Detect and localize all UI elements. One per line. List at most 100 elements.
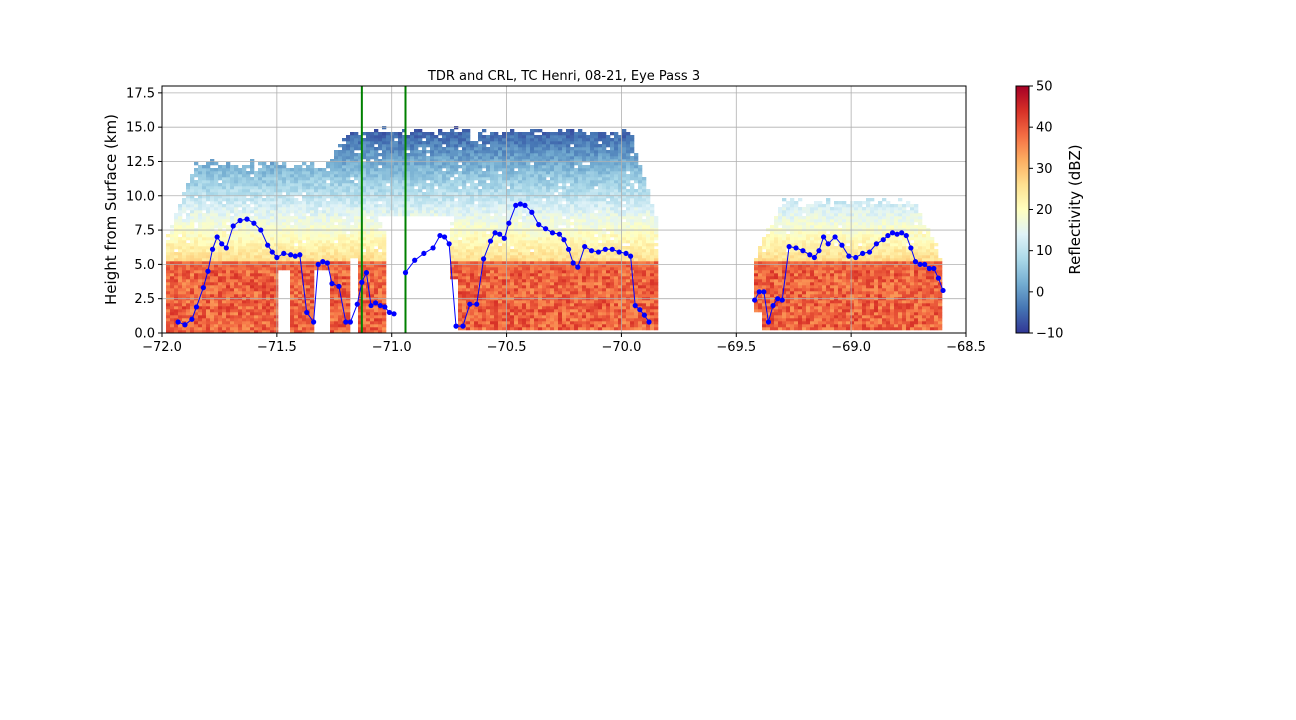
reflectivity-cell	[258, 216, 263, 220]
reflectivity-cell	[526, 267, 531, 271]
reflectivity-cell	[350, 174, 355, 178]
reflectivity-cell	[526, 135, 531, 139]
reflectivity-cell	[330, 183, 335, 187]
reflectivity-cell	[378, 255, 383, 259]
reflectivity-cell	[402, 156, 407, 160]
reflectivity-cell	[502, 291, 507, 295]
reflectivity-cell	[518, 231, 523, 235]
reflectivity-cell	[494, 315, 499, 319]
reflectivity-cell	[510, 174, 515, 178]
reflectivity-cell	[302, 255, 307, 259]
reflectivity-cell	[238, 282, 243, 286]
reflectivity-cell	[194, 174, 199, 178]
reflectivity-cell	[550, 261, 555, 265]
reflectivity-cell	[310, 204, 315, 208]
reflectivity-cell	[206, 243, 211, 247]
reflectivity-cell	[354, 228, 359, 232]
reflectivity-cell	[246, 303, 251, 307]
reflectivity-cell	[394, 150, 399, 154]
reflectivity-cell	[194, 327, 199, 331]
reflectivity-cell	[334, 252, 339, 256]
reflectivity-cell	[182, 219, 187, 223]
reflectivity-cell	[506, 198, 511, 202]
reflectivity-cell	[506, 231, 511, 235]
reflectivity-cell	[250, 237, 255, 241]
reflectivity-cell	[366, 312, 371, 316]
reflectivity-cell	[354, 162, 359, 166]
reflectivity-cell	[234, 177, 239, 181]
reflectivity-cell	[506, 180, 511, 184]
reflectivity-cell	[410, 156, 415, 160]
reflectivity-cell	[370, 318, 375, 322]
reflectivity-cell	[474, 231, 479, 235]
reflectivity-cell	[538, 141, 543, 145]
reflectivity-cell	[370, 168, 375, 172]
reflectivity-cell	[354, 237, 359, 241]
reflectivity-cell	[338, 210, 343, 214]
reflectivity-cell	[182, 252, 187, 256]
reflectivity-cell	[258, 183, 263, 187]
reflectivity-cell	[186, 324, 191, 328]
reflectivity-cell	[194, 261, 199, 265]
reflectivity-cell	[366, 150, 371, 154]
reflectivity-cell	[350, 168, 355, 172]
reflectivity-cell	[242, 231, 247, 235]
reflectivity-cell	[302, 231, 307, 235]
reflectivity-cell	[378, 285, 383, 289]
reflectivity-cell	[262, 198, 267, 202]
reflectivity-cell	[330, 243, 335, 247]
reflectivity-cell	[358, 171, 363, 175]
reflectivity-cell	[202, 309, 207, 313]
reflectivity-cell	[190, 222, 195, 226]
reflectivity-cell	[390, 159, 395, 163]
reflectivity-cell	[462, 192, 467, 196]
reflectivity-cell	[518, 303, 523, 307]
reflectivity-cell	[478, 183, 483, 187]
reflectivity-cell	[230, 243, 235, 247]
reflectivity-cell	[514, 264, 519, 268]
reflectivity-cell	[454, 159, 459, 163]
reflectivity-cell	[266, 210, 271, 214]
reflectivity-cell	[510, 261, 515, 265]
reflectivity-cell	[234, 237, 239, 241]
reflectivity-cell	[202, 240, 207, 244]
reflectivity-cell	[546, 258, 551, 262]
reflectivity-cell	[366, 252, 371, 256]
reflectivity-cell	[374, 147, 379, 151]
reflectivity-cell	[242, 270, 247, 274]
reflectivity-cell	[406, 204, 411, 208]
reflectivity-cell	[502, 324, 507, 328]
reflectivity-cell	[254, 249, 259, 253]
reflectivity-cell	[458, 276, 463, 280]
reflectivity-cell	[538, 198, 543, 202]
reflectivity-cell	[366, 234, 371, 238]
reflectivity-cell	[382, 330, 387, 333]
reflectivity-cell	[526, 225, 531, 229]
reflectivity-cell	[490, 306, 495, 310]
reflectivity-cell	[358, 330, 363, 333]
reflectivity-cell	[366, 213, 371, 217]
reflectivity-cell	[234, 306, 239, 310]
reflectivity-cell	[242, 312, 247, 316]
reflectivity-cell	[246, 174, 251, 178]
reflectivity-cell	[338, 300, 343, 304]
reflectivity-cell	[514, 306, 519, 310]
reflectivity-cell	[378, 234, 383, 238]
reflectivity-cell	[534, 168, 539, 172]
reflectivity-cell	[254, 201, 259, 205]
reflectivity-cell	[358, 267, 363, 271]
reflectivity-cell	[446, 132, 451, 136]
reflectivity-cell	[242, 327, 247, 331]
reflectivity-cell	[370, 309, 375, 313]
reflectivity-cell	[482, 150, 487, 154]
reflectivity-cell	[190, 300, 195, 304]
reflectivity-cell	[202, 174, 207, 178]
reflectivity-cell	[346, 198, 351, 202]
reflectivity-cell	[514, 147, 519, 151]
reflectivity-cell	[382, 204, 387, 208]
reflectivity-cell	[274, 216, 279, 220]
reflectivity-cell	[350, 150, 355, 154]
reflectivity-cell	[498, 228, 503, 232]
reflectivity-cell	[514, 216, 519, 220]
reflectivity-cell	[362, 174, 367, 178]
